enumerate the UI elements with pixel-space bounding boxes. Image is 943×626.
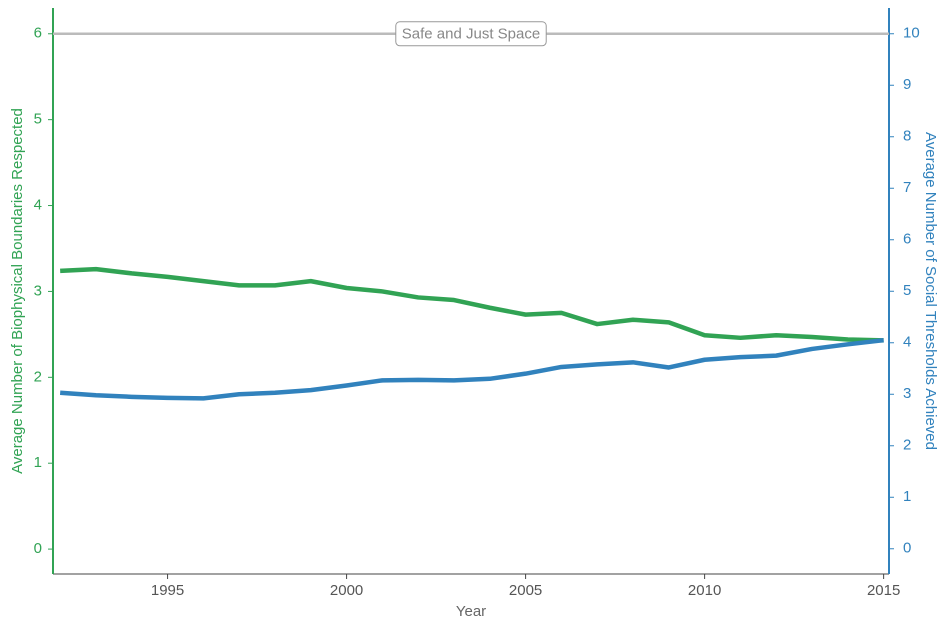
y2-tick-label: 4	[903, 334, 911, 351]
y-tick-label: 4	[34, 197, 42, 214]
x-axis-title: Year	[456, 603, 486, 620]
y2-tick-label: 10	[903, 25, 920, 42]
y2-tick-label: 2	[903, 437, 911, 454]
y2-tick-label: 3	[903, 385, 911, 402]
y-tick-label: 6	[34, 25, 42, 42]
line	[60, 266, 884, 343]
y-tick-label: 0	[34, 540, 42, 557]
y2-tick-label: 7	[903, 179, 911, 196]
y2-tick-label: 1	[903, 488, 911, 505]
x-tick-label: 2005	[509, 582, 542, 599]
y2-tick-label: 5	[903, 282, 911, 299]
annotation-box	[395, 21, 547, 47]
y-tick-label: 3	[34, 282, 42, 299]
y2-tick-label: 8	[903, 128, 911, 145]
y-axis-title: Average Number of Biophysical Boundaries…	[9, 108, 26, 474]
y2-tick-label: 9	[903, 76, 911, 93]
x-tick-label: 1995	[151, 582, 184, 599]
y2-tick-label: 0	[903, 540, 911, 557]
x-tick-label: 2010	[688, 582, 721, 599]
y2-tick-label: 6	[903, 231, 911, 248]
y-tick-label: 1	[34, 454, 42, 471]
annotation-label: Safe and Just Space	[402, 26, 540, 43]
y-tick-label: 5	[34, 111, 42, 128]
y2-axis-title: Average Number of Social Thresholds Achi…	[922, 132, 939, 450]
x-tick-label: 2015	[867, 582, 900, 599]
line	[59, 337, 884, 401]
y-tick-label: 2	[34, 368, 42, 385]
x-tick-label: 2000	[330, 582, 363, 599]
